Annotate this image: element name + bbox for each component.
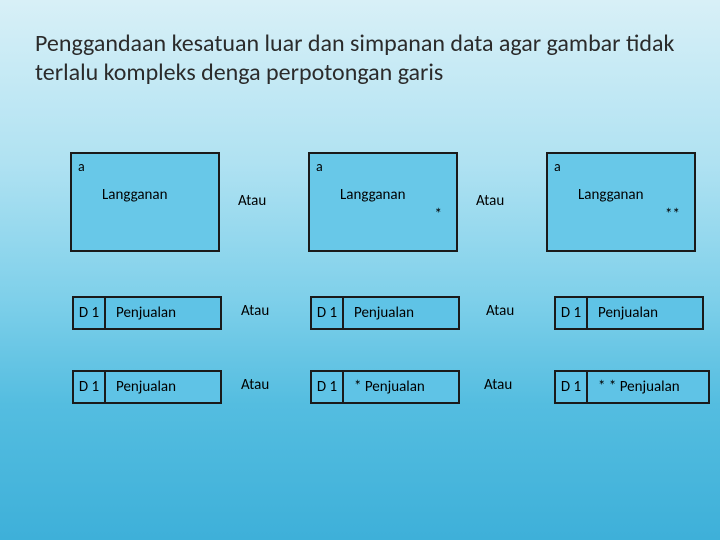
atau-label-top-0: Atau (238, 192, 266, 210)
penjualan-cell: Penjualan (344, 296, 460, 330)
entity-box-1: a Langganan* (308, 152, 458, 252)
entity-box-2: a Langganan** (546, 152, 696, 252)
entity-star-marker: * (340, 206, 450, 224)
penjualan-cell: Penjualan (588, 296, 704, 330)
entity-label-langganan: Langganan (102, 185, 212, 206)
d1-cell: D 1 (72, 296, 106, 330)
entity-label-langganan: Langganan (578, 185, 688, 206)
data-store-0-1: D 1Penjualan (310, 296, 460, 330)
d1-cell: D 1 (310, 370, 344, 404)
entity-label-a: a (554, 158, 688, 175)
data-store-1-2: D 1* * Penjualan (554, 370, 710, 404)
atau-label-top-1: Atau (476, 192, 504, 210)
entity-label-a: a (78, 158, 212, 175)
data-store-0-0: D 1Penjualan (72, 296, 222, 330)
entity-box-0: a Langganan (70, 152, 220, 252)
atau-label-row1-1: Atau (484, 376, 512, 394)
penjualan-cell: * Penjualan (344, 370, 460, 404)
penjualan-cell: Penjualan (106, 370, 222, 404)
data-store-1-1: D 1* Penjualan (310, 370, 460, 404)
d1-cell: D 1 (554, 296, 588, 330)
atau-label-row0-0: Atau (241, 302, 269, 320)
d1-cell: D 1 (554, 370, 588, 404)
data-store-0-2: D 1Penjualan (554, 296, 704, 330)
atau-label-row1-0: Atau (241, 376, 269, 394)
entity-star-marker: ** (578, 206, 688, 224)
d1-cell: D 1 (310, 296, 344, 330)
atau-label-row0-1: Atau (486, 302, 514, 320)
entity-label-langganan: Langganan (340, 185, 450, 206)
penjualan-cell: * * Penjualan (588, 370, 710, 404)
slide-title: Penggandaan kesatuan luar dan simpanan d… (35, 30, 685, 88)
penjualan-cell: Penjualan (106, 296, 222, 330)
d1-cell: D 1 (72, 370, 106, 404)
entity-label-a: a (316, 158, 450, 175)
data-store-1-0: D 1Penjualan (72, 370, 222, 404)
